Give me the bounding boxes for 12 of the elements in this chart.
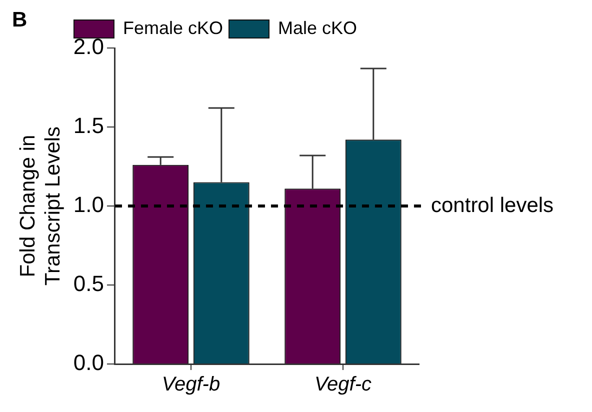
x-tick-label: Vegf-b xyxy=(162,374,220,396)
legend-label: Female cKO xyxy=(122,18,224,38)
y-tick-label: 2.0 xyxy=(73,34,104,60)
legend-label: Male cKO xyxy=(278,18,358,38)
y-tick-label: 1.0 xyxy=(73,192,104,218)
y-axis-title: Fold Change in Transcript Levels xyxy=(16,126,65,286)
y-tick-label: 0.0 xyxy=(73,350,104,376)
y-tick-label: 0.5 xyxy=(73,271,104,296)
ref-line-label: control levels xyxy=(431,194,554,217)
text: B xyxy=(12,8,28,32)
x-tick-label: Vegf-c xyxy=(314,374,372,396)
y-tick-label: 1.5 xyxy=(73,113,104,138)
